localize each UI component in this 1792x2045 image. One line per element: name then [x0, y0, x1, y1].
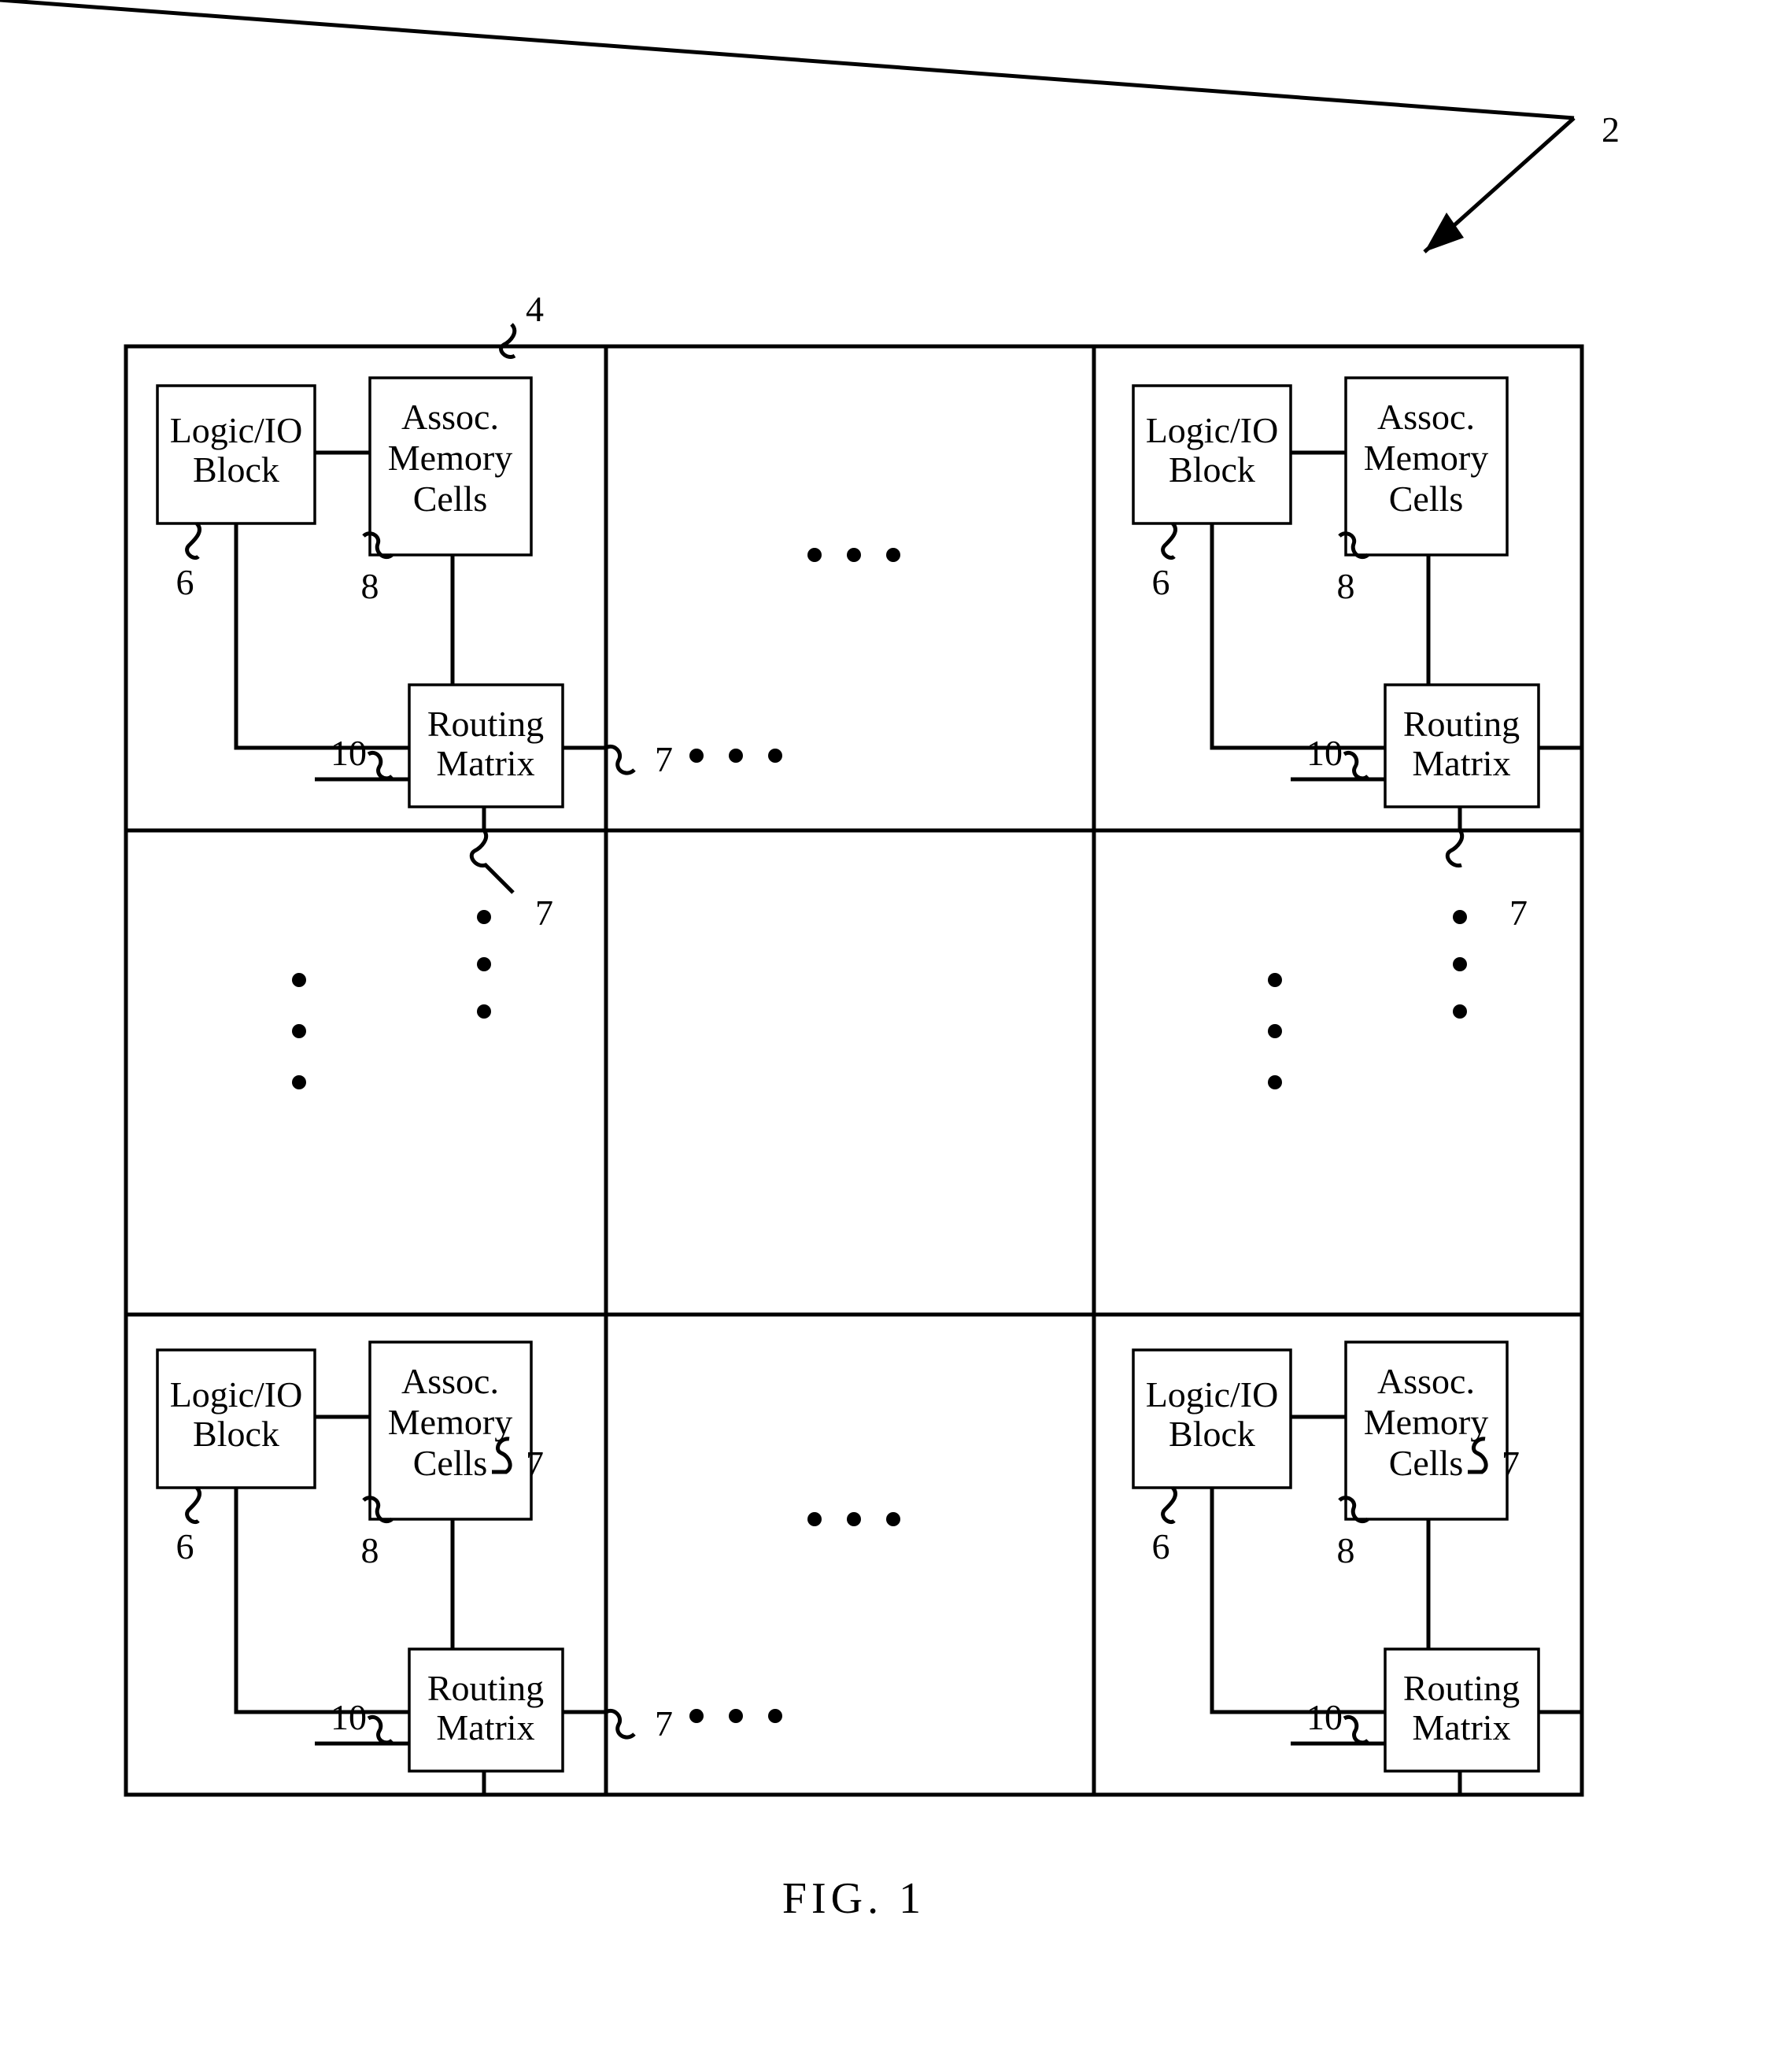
ref-10: 10 [331, 1697, 367, 1737]
mem-label-2: Memory [388, 1402, 512, 1442]
leader-8 [364, 534, 392, 557]
mem-label-3: Cells [413, 479, 488, 519]
mem-label-3: Cells [1389, 1443, 1464, 1483]
ref-4: 4 [526, 289, 544, 329]
figure-svg: 2 4 Logic/IO Block 6 Assoc. Memory Cells… [0, 0, 1792, 2045]
logic-io-label-2: Block [1169, 449, 1255, 490]
ref-6: 6 [1152, 562, 1170, 602]
ref-8: 8 [1337, 1530, 1355, 1570]
mem-label-1: Assoc. [401, 397, 499, 437]
logic-io-label-1: Logic/IO [170, 410, 303, 450]
figure-caption: FIG. 1 [782, 1874, 926, 1923]
mem-label-3: Cells [413, 1443, 488, 1483]
ref-6: 6 [176, 1526, 194, 1566]
mem-label-2: Memory [1364, 1402, 1488, 1442]
tile: Logic/IO Block 6 Assoc. Memory Cells 8 R… [1133, 1342, 1582, 1795]
route-label-1: Routing [427, 704, 544, 744]
figure-page: 2 4 Logic/IO Block 6 Assoc. Memory Cells… [0, 0, 1792, 2045]
tile: Logic/IO Block 6 Assoc. Memory Cells 8 R… [157, 378, 606, 830]
logic-io-label-2: Block [1169, 1414, 1255, 1454]
ref-2: 2 [1602, 109, 1620, 150]
mem-label-1: Assoc. [1377, 397, 1475, 437]
route-label-1: Routing [427, 1668, 544, 1708]
logic-io-label-2: Block [193, 1414, 279, 1454]
route-label-2: Matrix [1412, 1707, 1510, 1747]
route-label-1: Routing [1403, 704, 1520, 744]
ref-10: 10 [1306, 733, 1343, 773]
leader-10 [368, 753, 392, 778]
tile-grid [126, 346, 1582, 1795]
ref-8: 8 [361, 1530, 379, 1570]
logic-io-label-1: Logic/IO [1146, 1374, 1279, 1414]
mem-label-1: Assoc. [1377, 1361, 1475, 1401]
ref-6: 6 [176, 562, 194, 602]
ref-7: 7 [526, 1444, 544, 1484]
mem-label-2: Memory [388, 438, 512, 478]
ref-7: 7 [535, 893, 553, 933]
ref-7: 7 [1502, 1444, 1520, 1484]
mem-label-1: Assoc. [401, 1361, 499, 1401]
leader-6 [187, 523, 200, 558]
figure-ref-arrow: 2 [0, 0, 1620, 252]
tile: Logic/IO Block 6 Assoc. Memory Cells 8 R… [157, 1342, 606, 1795]
ref-10: 10 [1306, 1697, 1343, 1737]
ref-6: 6 [1152, 1526, 1170, 1566]
route-label-2: Matrix [1412, 743, 1510, 783]
ref-10: 10 [331, 733, 367, 773]
logic-io-label-2: Block [193, 449, 279, 490]
route-label-1: Routing [1403, 1668, 1520, 1708]
route-label-2: Matrix [436, 743, 534, 783]
logic-io-label-1: Logic/IO [1146, 410, 1279, 450]
tile: Logic/IO Block 6 Assoc. Memory Cells 8 R… [1133, 378, 1582, 830]
ref-7: 7 [1509, 893, 1528, 933]
mem-label-3: Cells [1389, 479, 1464, 519]
mem-label-2: Memory [1364, 438, 1488, 478]
route-label-2: Matrix [436, 1707, 534, 1747]
ref-8: 8 [1337, 566, 1355, 606]
logic-io-label-1: Logic/IO [170, 1374, 303, 1414]
ref-7: 7 [655, 1703, 673, 1744]
ref-7: 7 [655, 739, 673, 779]
ref-7-group: 7 7 7 7 7 7 [471, 739, 1528, 1744]
ref-8: 8 [361, 566, 379, 606]
